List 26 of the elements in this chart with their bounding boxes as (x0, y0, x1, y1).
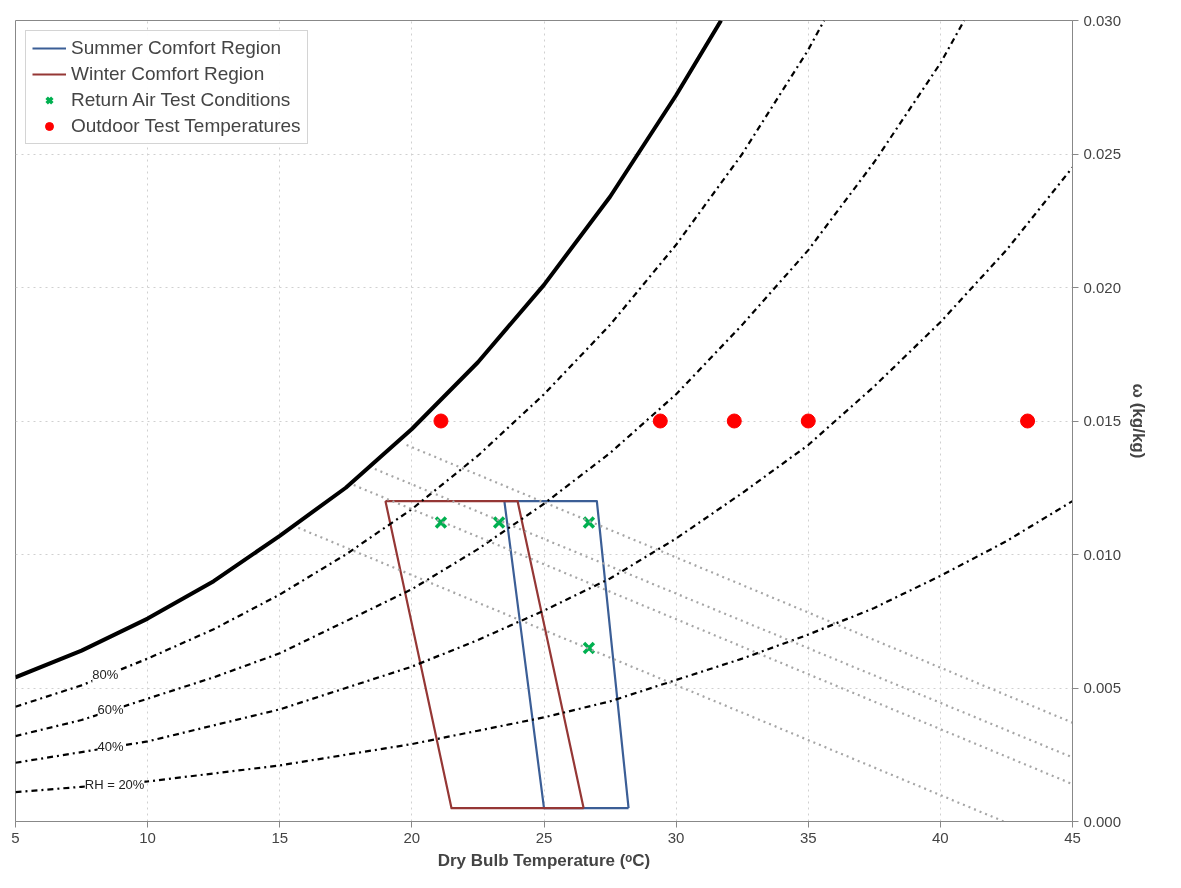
y-tick-label: 0.000 (1083, 812, 1122, 830)
annotation: 60% (97, 701, 125, 717)
y-tick-label: 0.020 (1083, 278, 1122, 296)
annotation: 40% (97, 739, 125, 755)
y-tick-label: 0.025 (1083, 145, 1122, 162)
y-tick-label: 0.005 (1083, 679, 1122, 696)
y-tick-label: 0.030 (1083, 11, 1122, 29)
legend-label: Outdoor Test Temperatures (71, 115, 301, 137)
x-tick-label: 35 (799, 828, 817, 846)
legend-label: Summer Comfort Region (71, 37, 282, 59)
x-tick-label: 30 (667, 828, 685, 846)
annotation: RH = 20% (84, 776, 145, 792)
x-tick-label: 45 (1064, 828, 1081, 846)
annotation: 80% (92, 667, 119, 683)
x-tick-label: 15 (271, 828, 289, 846)
y-tick-label: 0.015 (1083, 412, 1122, 429)
legend-label: Winter Comfort Region (71, 63, 265, 85)
x-tick-label: 10 (139, 828, 156, 846)
y-tick-label: 0.010 (1083, 545, 1122, 563)
x-tick-label: 40 (932, 828, 949, 846)
x-axis-title: Dry Bulb Temperature (ᵒC) (437, 850, 651, 870)
x-tick-label: 5 (11, 828, 20, 846)
x-tick-label: 20 (403, 828, 421, 846)
x-tick-label: 25 (535, 828, 553, 846)
legend-label: Return Air Test Conditions (71, 89, 291, 111)
y-axis-title: ω (kg/kg) (1129, 383, 1149, 459)
